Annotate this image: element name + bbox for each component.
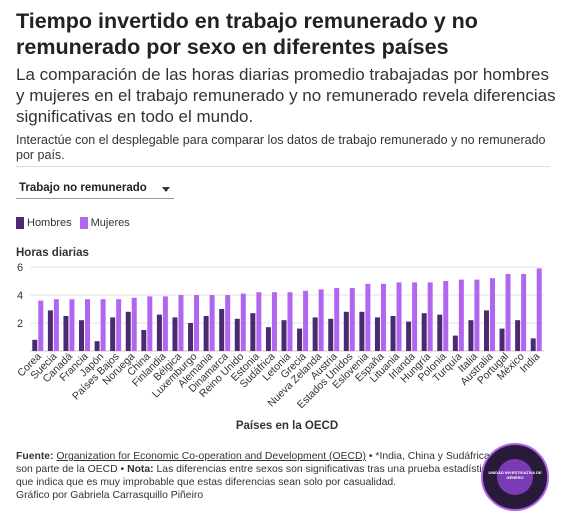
- bar-mujeres[interactable]: [443, 281, 449, 351]
- bar-hombres[interactable]: [219, 309, 225, 351]
- note-label: Nota:: [127, 464, 154, 475]
- bar-mujeres[interactable]: [505, 274, 511, 351]
- bar-mujeres[interactable]: [349, 288, 355, 351]
- bar-hombres[interactable]: [172, 317, 178, 351]
- bar-mujeres[interactable]: [116, 299, 122, 351]
- bar-hombres[interactable]: [468, 320, 474, 351]
- bar-hombres[interactable]: [265, 327, 271, 351]
- bar-hombres[interactable]: [452, 335, 458, 351]
- bar-hombres[interactable]: [188, 323, 194, 351]
- bar-hombres[interactable]: [343, 311, 349, 351]
- dropdown-selected-value: Trabajo no remunerado: [19, 182, 147, 194]
- bar-mujeres[interactable]: [147, 296, 153, 351]
- bar-hombres[interactable]: [483, 310, 489, 351]
- chart-subtitle: La comparación de las horas diarias prom…: [16, 65, 556, 126]
- chart-footer: Fuente: Organization for Economic Co-ope…: [16, 450, 506, 502]
- bar-mujeres[interactable]: [53, 299, 59, 351]
- bar-mujeres[interactable]: [209, 295, 215, 351]
- credit-text: Gráfico por Gabriela Carrasquillo Piñeir…: [16, 490, 204, 501]
- bar-hombres[interactable]: [110, 317, 116, 351]
- bar-hombres[interactable]: [125, 311, 131, 351]
- x-axis-title: Países en la OECD: [236, 420, 338, 432]
- bar-hombres[interactable]: [530, 338, 536, 351]
- bar-hombres[interactable]: [359, 311, 365, 351]
- bar-mujeres[interactable]: [489, 278, 495, 351]
- logo-center-text: UNIDAD INVESTIGATIVA DE GÉNERO: [488, 470, 542, 480]
- bar-hombres[interactable]: [63, 316, 69, 351]
- logo-center: [497, 459, 533, 495]
- legend-item-mujeres[interactable]: Mujeres: [79, 217, 130, 229]
- source-label: Fuente:: [16, 451, 54, 462]
- bar-hombres[interactable]: [234, 318, 240, 351]
- cpi-logo: UNIDAD INVESTIGATIVA DE GÉNERO: [481, 443, 549, 511]
- bar-mujeres[interactable]: [194, 295, 200, 351]
- bar-mujeres[interactable]: [85, 299, 91, 351]
- bar-mujeres[interactable]: [536, 268, 542, 351]
- bar-hombres[interactable]: [47, 310, 53, 351]
- bar-hombres[interactable]: [328, 318, 334, 351]
- bar-mujeres[interactable]: [334, 288, 340, 351]
- bar-hombres[interactable]: [79, 320, 85, 351]
- bar-hombres[interactable]: [312, 317, 318, 351]
- bar-mujeres[interactable]: [256, 292, 262, 351]
- y-tick-label: 6: [17, 262, 23, 274]
- legend-item-hombres[interactable]: Hombres: [16, 217, 72, 229]
- bar-mujeres[interactable]: [318, 289, 324, 351]
- bar-hombres[interactable]: [421, 313, 427, 351]
- bar-mujeres[interactable]: [271, 292, 277, 351]
- instructions-text: Interactúe con el desplegable para compa…: [16, 133, 546, 162]
- chevron-down-icon: [162, 187, 170, 192]
- bar-mujeres[interactable]: [396, 282, 402, 351]
- bar-mujeres[interactable]: [521, 274, 527, 351]
- bar-hombres[interactable]: [32, 339, 38, 351]
- bar-mujeres[interactable]: [225, 295, 231, 351]
- bar-mujeres[interactable]: [380, 283, 386, 351]
- work-type-dropdown[interactable]: Trabajo no remunerado: [16, 180, 174, 199]
- bar-hombres[interactable]: [406, 321, 412, 351]
- legend-swatch-hombres: [16, 217, 24, 229]
- bar-mujeres[interactable]: [131, 297, 137, 351]
- bar-mujeres[interactable]: [287, 292, 293, 351]
- bar-mujeres[interactable]: [69, 299, 75, 351]
- bar-hombres[interactable]: [437, 314, 443, 351]
- chart-title: Tiempo invertido en trabajo remunerado y…: [16, 9, 478, 59]
- bar-mujeres[interactable]: [412, 282, 418, 351]
- y-tick-label: 2: [17, 318, 23, 330]
- legend-swatch-mujeres: [79, 217, 88, 229]
- y-axis-title: Horas diarias: [16, 247, 89, 259]
- bar-mujeres[interactable]: [38, 300, 44, 351]
- header-divider: [16, 166, 550, 167]
- source-rest: • *India, China y Sudáfrica no son parte…: [16, 451, 505, 475]
- y-tick-label: 4: [17, 290, 23, 302]
- bar-mujeres[interactable]: [474, 279, 480, 351]
- bar-mujeres[interactable]: [162, 296, 168, 351]
- source-link[interactable]: Organization for Economic Co-operation a…: [56, 451, 366, 462]
- bar-hombres[interactable]: [390, 316, 396, 351]
- bar-mujeres[interactable]: [303, 290, 309, 351]
- bar-mujeres[interactable]: [178, 295, 184, 351]
- bar-hombres[interactable]: [499, 328, 505, 351]
- bar-hombres[interactable]: [515, 320, 521, 351]
- bar-hombres[interactable]: [250, 313, 256, 351]
- bar-hombres[interactable]: [141, 330, 147, 351]
- legend-label-hombres: Hombres: [27, 217, 72, 229]
- bar-mujeres[interactable]: [427, 282, 433, 351]
- bar-mujeres[interactable]: [100, 299, 106, 351]
- bar-hombres[interactable]: [94, 341, 100, 351]
- bar-hombres[interactable]: [203, 316, 209, 351]
- bar-mujeres[interactable]: [365, 283, 371, 351]
- bar-hombres[interactable]: [374, 317, 380, 351]
- legend-label-mujeres: Mujeres: [90, 217, 130, 229]
- bar-hombres[interactable]: [297, 328, 303, 351]
- chart-legend: Hombres Mujeres: [16, 217, 130, 229]
- note-text: Las diferencias entre sexos son signific…: [16, 464, 493, 488]
- bar-hombres[interactable]: [156, 314, 162, 351]
- bar-mujeres[interactable]: [240, 293, 246, 351]
- bar-mujeres[interactable]: [458, 279, 464, 351]
- bar-hombres[interactable]: [281, 320, 287, 351]
